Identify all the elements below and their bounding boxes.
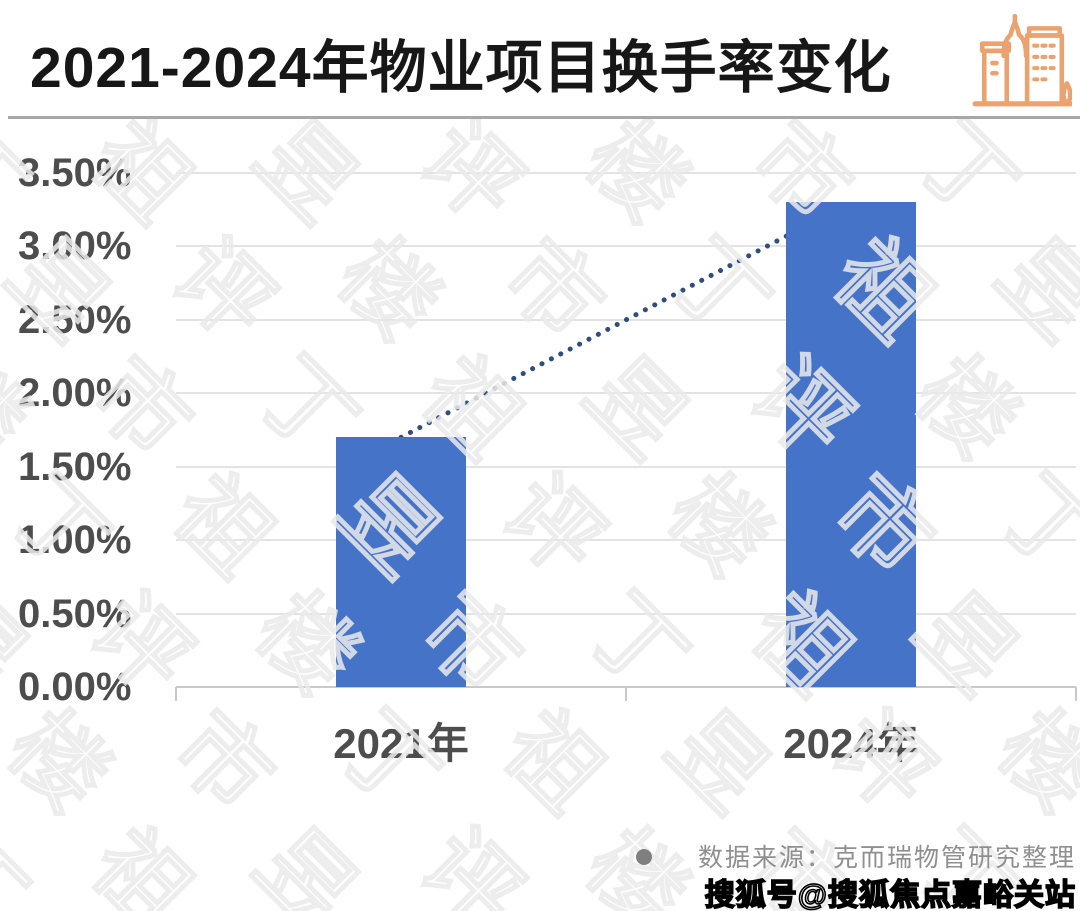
y-axis-tick-label: 1.00%	[18, 518, 132, 563]
y-axis-tick-label: 3.00%	[18, 224, 132, 269]
axis-tick	[1075, 687, 1077, 701]
page-title: 2021-2024年物业项目换手率变化	[30, 36, 892, 100]
y-axis-tick-label: 2.50%	[18, 297, 132, 342]
gridline	[176, 465, 1076, 468]
x-axis-tick-label: 2024年	[783, 720, 919, 767]
watermark-glyph: 昱	[236, 810, 375, 911]
trend-dotted-line	[398, 199, 854, 440]
gridline	[176, 172, 1076, 174]
gridline	[176, 392, 1076, 395]
buildings-icon	[970, 10, 1074, 112]
watermark-glyph: 丁	[0, 810, 46, 911]
bullet-dot-icon	[635, 849, 652, 866]
turnover-bar-chart: 3.50% 3.00% 2.50% 2.00% 1.50% 1.00% 0.50% 0.00%…	[18, 0, 1077, 770]
x-axis-tick-label: 2021年	[333, 720, 469, 767]
watermark-glyph: 评	[401, 810, 540, 911]
bar-2024	[786, 202, 916, 687]
gridline	[176, 245, 1076, 248]
title-divider	[8, 116, 1080, 119]
x-axis: 2021年 2024年	[176, 710, 1076, 770]
y-axis-tick-label: 0.50%	[18, 591, 132, 636]
source-note: 数据来源：克而瑞物管研究整理	[635, 840, 1076, 876]
y-axis-tick-label: 3.50%	[18, 151, 132, 195]
axis-tick	[175, 687, 177, 701]
y-axis-tick-label: 0.00%	[18, 665, 132, 709]
y-axis-tick-label: 2.00%	[18, 371, 132, 416]
gridline	[176, 612, 1076, 615]
watermark-glyph: 祖	[71, 810, 210, 911]
sohu-watermark: 搜狐号@搜狐焦点嘉峪关站	[704, 878, 1076, 911]
bar-2021	[336, 437, 466, 687]
plot-area	[175, 172, 1077, 701]
source-text: 数据来源：克而瑞物管研究整理	[697, 844, 1076, 872]
y-axis: 3.50% 3.00% 2.50% 2.00% 1.50% 1.00% 0.50% 0.00%	[18, 0, 158, 760]
axis-tick	[625, 687, 627, 701]
y-axis-tick-label: 1.50%	[18, 444, 132, 489]
gridline	[176, 539, 1076, 542]
